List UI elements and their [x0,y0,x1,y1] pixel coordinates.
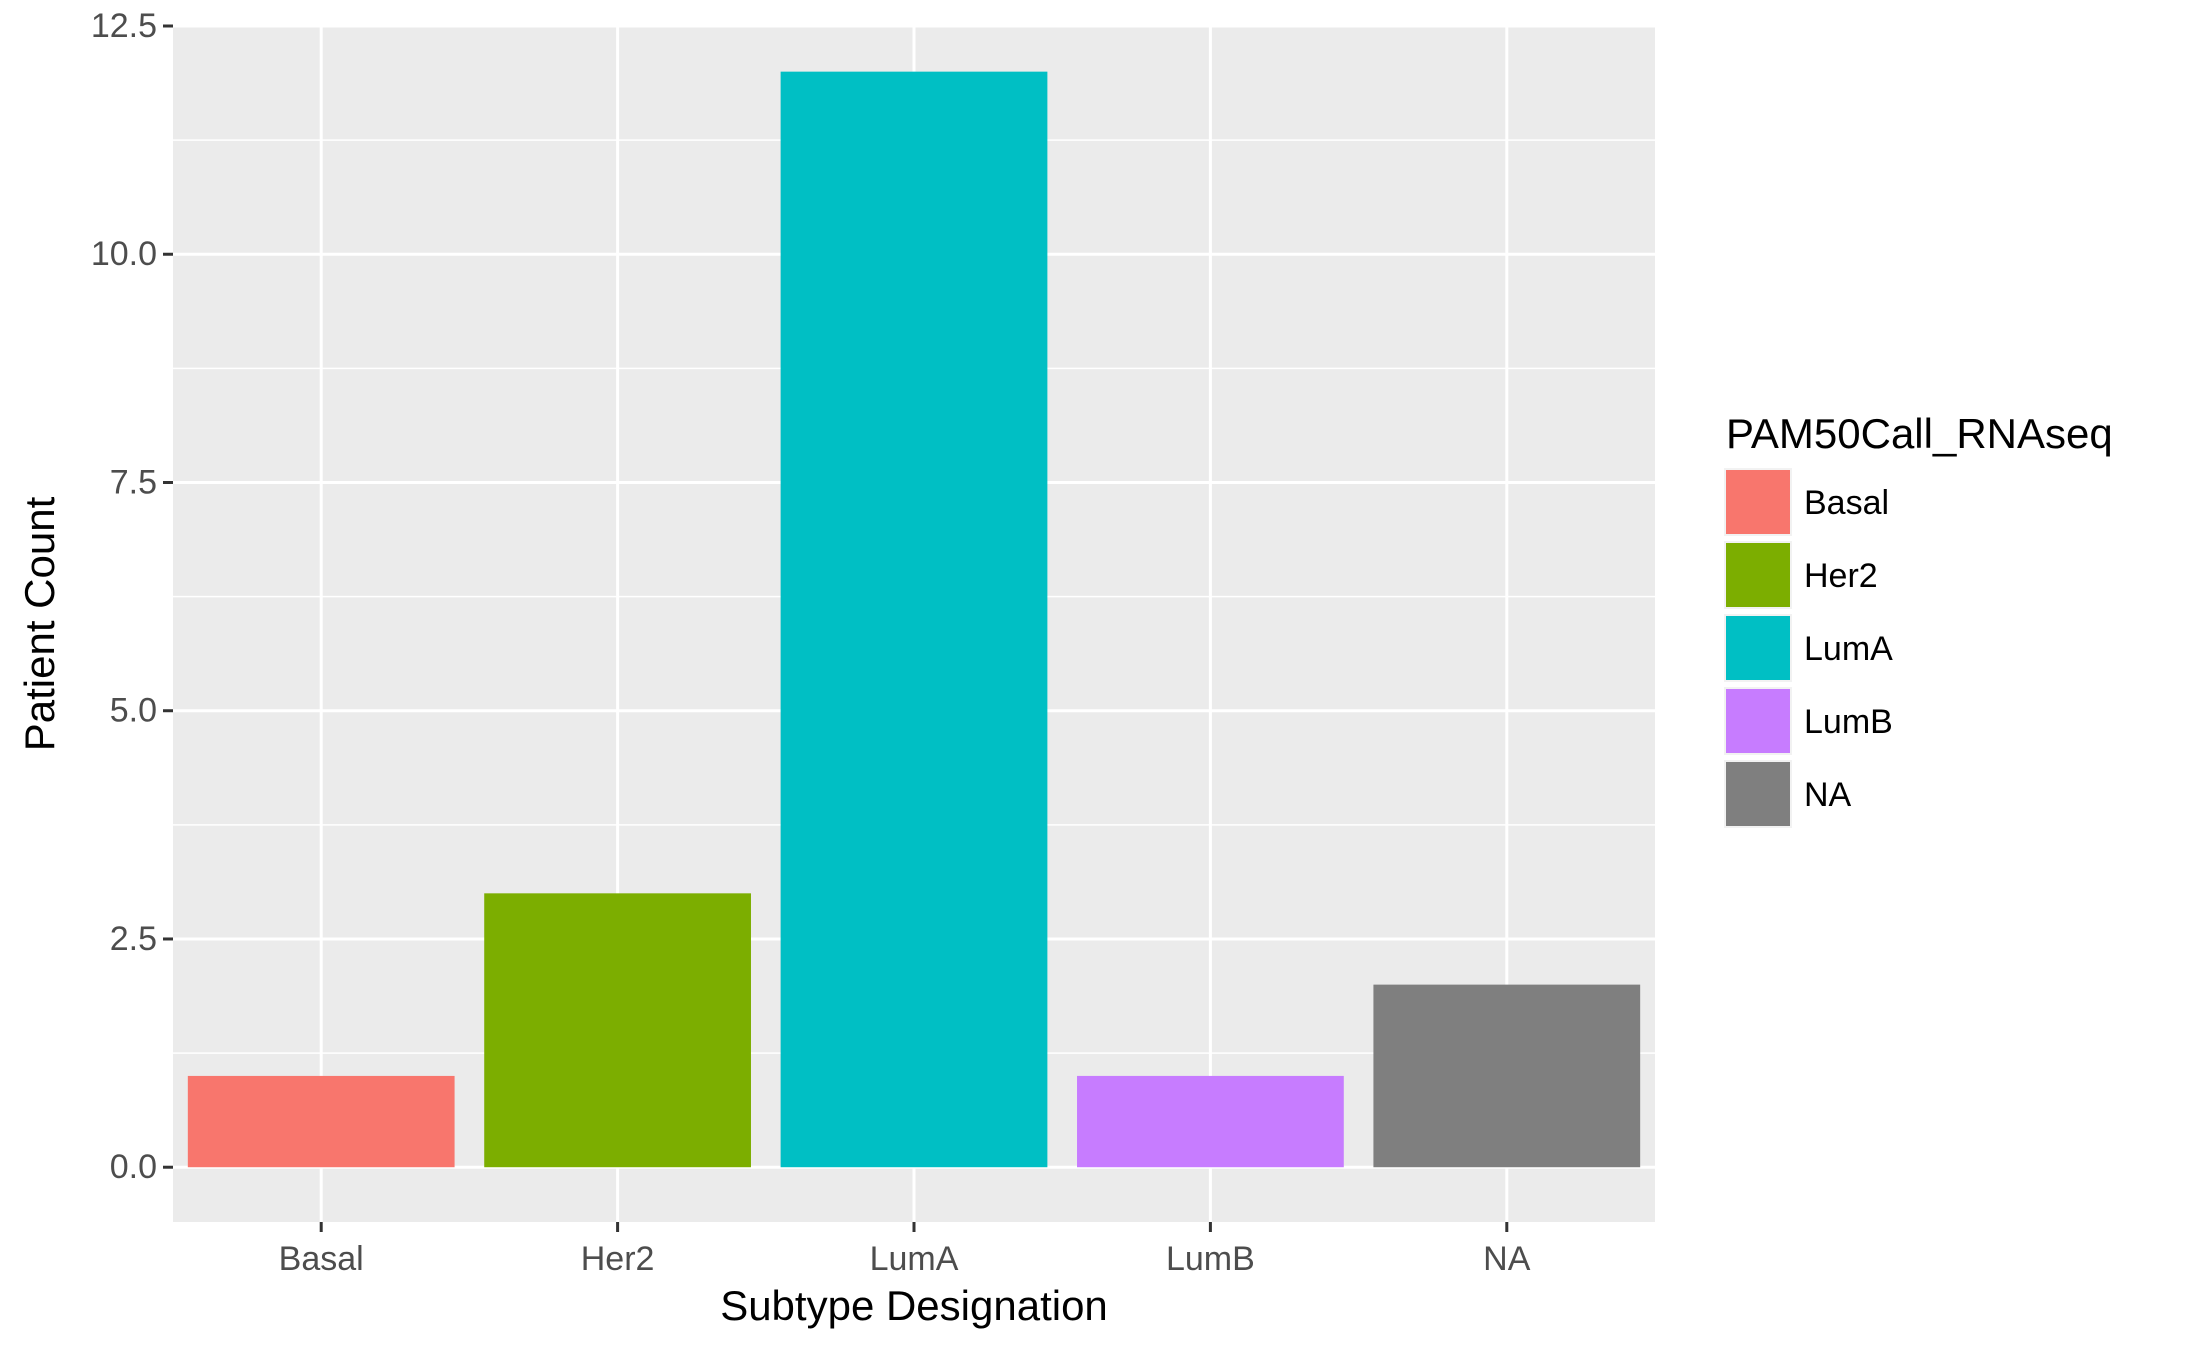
bar-her2 [484,893,751,1168]
bar-lumb [1077,1075,1344,1168]
legend-label: NA [1804,776,1852,814]
legend-key-basal [1726,470,1790,534]
x-tick-label: LumA [870,1240,959,1278]
x-axis: Basal Her2 LumA LumB NA [279,1222,1531,1278]
y-tick-label: 10.0 [91,235,157,273]
legend-title: PAM50Call_RNAseq [1726,410,2113,457]
legend: PAM50Call_RNAseq Basal Her2 LumA LumB NA [1724,410,2113,828]
x-tick-label: LumB [1166,1240,1255,1278]
y-tick-label: 7.5 [110,463,157,501]
y-tick-label: 5.0 [110,692,157,730]
bar-luma [780,71,1048,1168]
bar-basal [187,1075,455,1168]
bar-na [1373,984,1641,1168]
legend-key-her2 [1726,543,1790,607]
legend-key-luma [1726,616,1790,680]
legend-label: LumB [1804,703,1893,741]
legend-label: Her2 [1804,557,1878,595]
legend-label: LumA [1804,630,1893,668]
x-tick-label: NA [1483,1240,1531,1278]
y-axis: 0.0 2.5 5.0 7.5 10.0 12.5 [91,7,173,1186]
x-axis-title: Subtype Designation [720,1282,1108,1329]
legend-key-lumb [1726,689,1790,753]
x-tick-label: Her2 [581,1240,655,1278]
y-tick-label: 12.5 [91,7,157,45]
legend-label: Basal [1804,484,1889,522]
bars [187,71,1641,1168]
x-tick-label: Basal [279,1240,364,1278]
y-tick-label: 2.5 [110,920,157,958]
y-tick-label: 0.0 [110,1148,157,1186]
y-axis-title: Patient Count [16,496,63,751]
legend-key-na [1726,762,1790,826]
